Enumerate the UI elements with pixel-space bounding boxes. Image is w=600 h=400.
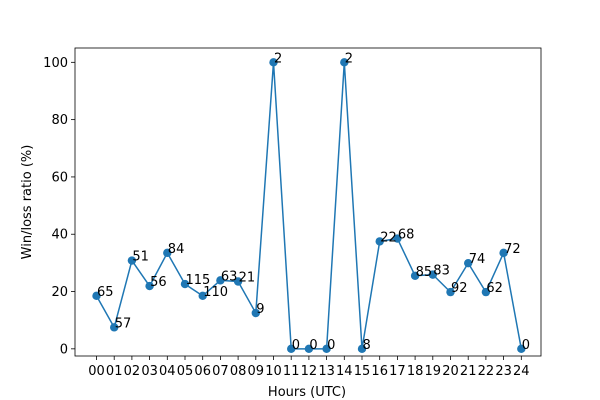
x-tick-label: 16 [371,364,388,379]
data-point [163,248,172,258]
data-label: 92 [451,281,468,296]
plot-frame [74,47,542,357]
data-point [322,344,331,354]
data-point [92,291,101,301]
x-tick-label: 12 [301,364,318,379]
data-point [375,237,384,246]
data-label: 65 [97,285,114,300]
data-label: 9 [256,302,264,317]
data-point [198,291,207,301]
data-point [393,234,402,243]
y-tick-label: 20 [51,285,68,300]
data-point [216,276,225,285]
data-label: 0 [309,338,317,353]
data-label: 84 [168,242,185,257]
x-tick-label: 08 [230,364,247,379]
data-point [145,281,154,291]
data-label: 72 [504,242,521,257]
data-point [517,344,526,354]
data-point [127,256,137,265]
data-point [233,277,243,286]
data-point [357,344,367,354]
data-point [446,287,455,297]
x-tick-label: 09 [248,364,265,379]
y-tick-label: 100 [43,56,68,71]
data-label: 74 [469,252,486,267]
x-tick-label: 19 [425,364,442,379]
data-point [180,279,190,289]
x-tick-label: 06 [194,364,211,379]
x-tick-label: 00 [88,364,105,379]
data-point [251,308,260,318]
data-label: 0 [522,338,530,353]
data-point [464,258,473,268]
y-tick-label: 40 [51,228,68,243]
x-tick-label: 01 [106,364,123,379]
x-tick-label: 24 [513,364,530,379]
data-point [269,58,278,67]
data-point [340,58,349,67]
axes-layer: 00 01 02 03 04 05 06 07 08 09 10 11 12 13 14 15 16 17 18 19… [43,47,542,379]
x-tick-label: 20 [442,364,459,379]
x-tick-label: 21 [460,364,477,379]
x-tick-label: 02 [124,364,141,379]
data-label: 62 [486,281,503,296]
data-label: 0 [292,338,300,353]
y-tick-label: 60 [51,170,68,185]
x-tick-label: 17 [389,364,406,379]
data-label: 110 [203,285,228,300]
data-label: 57 [115,316,132,331]
data-label: 68 [398,228,415,243]
data-label: 115 [186,273,211,288]
x-tick-label: 15 [354,364,371,379]
x-tick-label: 11 [283,364,300,379]
data-point [481,287,491,297]
x-tick-label: 23 [495,364,512,379]
data-label: 21 [239,271,256,286]
x-tick-label: 03 [141,364,158,379]
y-axis-title: Win/loss ratio (%) [20,145,35,260]
x-tick-label: 10 [265,364,282,379]
data-label: 63 [221,269,238,284]
data-label: 51 [132,250,149,265]
x-tick-label: 05 [177,364,194,379]
data-label: 83 [433,264,450,279]
data-point [410,271,420,280]
data-point [110,323,119,332]
x-tick-label: 07 [212,364,229,379]
data-label: 8 [363,338,371,353]
data-label: 56 [150,275,167,290]
x-tick-label: 04 [159,364,176,379]
y-tick-label: 0 [60,342,68,357]
y-tick-label: 80 [51,113,68,128]
x-axis-title: Hours (UTC) [268,385,346,400]
data-point [499,248,508,258]
data-label: 85 [416,265,433,280]
data-point [304,344,314,354]
x-tick-label: 14 [336,364,353,379]
data-label: 0 [327,338,335,353]
data-point [287,344,296,354]
x-tick-label: 18 [407,364,424,379]
data-label: 2 [345,51,353,66]
x-tick-label: 22 [478,364,495,379]
x-tick-label: 13 [318,364,335,379]
data-label: 22 [380,230,397,245]
data-point [428,270,437,279]
data-label: 2 [274,51,282,66]
